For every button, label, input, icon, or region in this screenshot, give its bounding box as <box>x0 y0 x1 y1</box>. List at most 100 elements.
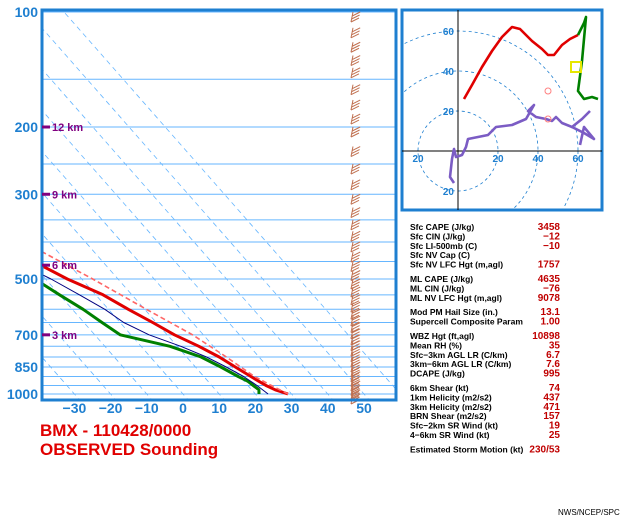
wind-barb <box>350 179 361 191</box>
wind-barb <box>350 241 361 253</box>
index-label: Mean RH (%) <box>410 340 462 350</box>
wind-barb <box>350 230 361 242</box>
index-row: 4−6km SR Wind (kt) 25 <box>410 430 560 441</box>
index-value: −10 <box>543 241 560 252</box>
isotherm <box>42 274 153 400</box>
pressure-tick-label: 200 <box>15 119 39 135</box>
index-row: ML NV LFC Hgt (m,agl) 9078 <box>410 293 560 304</box>
dewpoint-profile <box>42 281 261 395</box>
index-label: 6km Shear (kt) <box>410 383 469 393</box>
hodograph-border <box>400 8 604 212</box>
index-label: Sfc CAPE (J/kg) <box>410 222 474 232</box>
isotherm <box>63 11 396 390</box>
hodograph-grid <box>402 10 602 210</box>
index-row: Sfc CIN (J/kg) −12 <box>410 231 560 242</box>
hodograph-x-tick: 60 <box>572 154 584 165</box>
index-value: 74 <box>549 383 561 394</box>
temperature-tick-label: 10 <box>211 400 227 416</box>
isotherm <box>0 12 9 402</box>
index-label: 3km Helicity (m2/s2) <box>410 402 492 412</box>
wind-barb <box>350 163 361 175</box>
index-label: ML CAPE (J/kg) <box>410 274 473 284</box>
index-row: 3km−6km AGL LR (C/km) 7.6 <box>410 359 560 370</box>
mean-wind-marker <box>544 87 552 95</box>
dewpoint-hodograph-trace <box>576 15 599 101</box>
wind-barb <box>350 219 361 231</box>
bunkers-left-marker <box>544 115 552 123</box>
pressure-tick-label: 500 <box>15 271 39 287</box>
index-value: 7.6 <box>546 359 560 370</box>
wetbulb-profile <box>42 273 269 395</box>
index-row: Supercell Composite Param 1.00 <box>410 317 560 328</box>
wind-barbs <box>350 11 361 405</box>
pressure-tick-label: 1000 <box>7 386 38 402</box>
parcel-profile <box>42 250 289 395</box>
temperature-profile <box>42 264 289 396</box>
temperature-tick-label: 40 <box>320 400 336 416</box>
index-value: 19 <box>549 421 561 432</box>
index-value: 230/53 <box>529 444 560 455</box>
pressure-tick-labels: 100 200 300 500 700 850 1000 <box>7 4 38 402</box>
wind-barb <box>350 67 361 79</box>
credit-label: NWS/NCEP/SPC <box>558 508 620 517</box>
hodograph-y-tick: 20 <box>443 187 455 198</box>
wind-barb <box>350 270 361 281</box>
hodograph-panel: 20 20 40 60 60 40 20 20 <box>400 8 604 212</box>
height-marker-label: 3 km <box>52 330 77 342</box>
index-row: Sfc−2km SR Wind (kt) 19 <box>410 421 560 432</box>
isotherm <box>42 109 298 400</box>
index-value: −12 <box>543 231 560 242</box>
wind-barb <box>350 207 361 218</box>
temperature-tick-label: −20 <box>99 400 123 416</box>
wind-barb <box>350 322 361 333</box>
wind-barb <box>350 126 361 138</box>
index-row: Mean RH (%) 35 <box>410 340 560 351</box>
temperature-tick-label: 50 <box>356 400 372 416</box>
index-value: −76 <box>543 283 560 294</box>
hodograph-y-tick: 40 <box>443 67 455 78</box>
index-row: 3km Helicity (m2/s2) 471 <box>410 402 560 413</box>
wind-barb <box>350 55 361 66</box>
index-value: 6.7 <box>546 350 560 361</box>
pressure-tick-label: 100 <box>15 4 39 20</box>
temperature-tick-label: 20 <box>248 400 264 416</box>
index-row: DCAPE (J/kg) 995 <box>410 369 560 380</box>
hodograph-tick-labels: 20 20 40 60 60 40 20 20 <box>412 27 584 198</box>
index-row: Sfc LI-500mb (C) −10 <box>410 241 560 252</box>
storm-motion-marker <box>570 61 582 73</box>
index-row: BRN Shear (m2/s2) 157 <box>410 411 560 422</box>
index-value: 157 <box>543 411 560 422</box>
index-row: ML CIN (J/kg) −76 <box>410 283 560 294</box>
index-row: WBZ Hgt (ft,agl) 10898 <box>410 331 560 342</box>
index-value: 9078 <box>538 293 561 304</box>
temperature-tick-labels: −30 −20 −10 0 10 20 30 40 50 <box>63 400 372 416</box>
hodo_high-hodograph-trace <box>571 125 596 146</box>
index-label: Sfc NV Cap (C) <box>410 250 470 260</box>
pressure-tick-label: 300 <box>15 186 39 202</box>
isotherm <box>42 150 262 400</box>
station-title: BMX - 110428/0000 <box>40 421 191 440</box>
index-label: Estimated Storm Motion (kt) <box>410 444 524 454</box>
wind-barb <box>350 11 361 23</box>
hodo_high-hodograph-trace <box>448 103 591 184</box>
index-label: Sfc−3km AGL LR (C/km) <box>410 350 508 360</box>
wind-barb <box>350 286 361 298</box>
temperature-tick-label: 0 <box>179 400 187 416</box>
skew-t-profiles <box>42 250 289 396</box>
hodograph-x-tick: 20 <box>492 154 504 165</box>
index-label: 1km Helicity (m2/s2) <box>410 392 492 402</box>
isotherm <box>42 27 370 400</box>
index-label: Sfc CIN (J/kg) <box>410 231 465 241</box>
index-label: Mod PM Hail Size (in.) <box>410 307 498 317</box>
height-marker-label: 12 km <box>52 122 83 134</box>
index-label: ML CIN (J/kg) <box>410 283 464 293</box>
wind-barb <box>350 334 361 346</box>
skew-t-border <box>40 8 398 402</box>
hodograph-x-tick: 20 <box>412 154 424 165</box>
index-row: 6km Shear (kt) 74 <box>410 383 560 394</box>
isotherm <box>42 397 45 400</box>
skew-t-panel: 100 200 300 500 700 850 1000 −30 −20 −10 0 10 20 30 4… <box>0 4 398 416</box>
sounding-subtitle: OBSERVED Sounding <box>40 440 218 459</box>
wind-barb <box>350 84 361 96</box>
